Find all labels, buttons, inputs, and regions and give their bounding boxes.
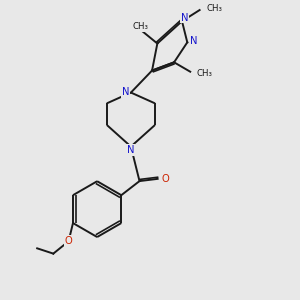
Text: O: O (161, 174, 169, 184)
Text: O: O (65, 236, 73, 246)
Text: N: N (181, 13, 188, 23)
Text: N: N (127, 145, 135, 155)
Text: CH₃: CH₃ (197, 69, 213, 78)
Text: CH₃: CH₃ (206, 4, 222, 13)
Text: CH₃: CH₃ (132, 22, 148, 31)
Text: N: N (122, 87, 129, 97)
Text: N: N (190, 36, 197, 46)
